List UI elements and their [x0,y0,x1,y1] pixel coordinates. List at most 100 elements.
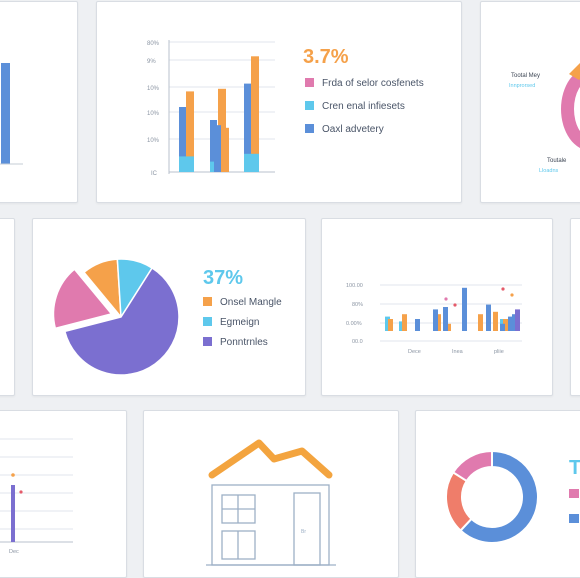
chart-bar [11,485,15,542]
y-tick-label: 00.0 [352,339,363,345]
chart-bar-cyan [385,316,390,331]
donut-segments [445,449,539,544]
chart-panel-pie-middle-left: 37% Onsel Mangle Egmeign Ponntrnles [32,218,306,396]
y-tick-label: 10% [147,138,160,144]
x-tick-label: pliie [494,349,504,355]
legend-swatch [569,514,579,523]
legend-label: Ponntrnles [220,337,268,348]
donut-segment [459,449,539,544]
chart-panel-bar-top-left [0,1,78,203]
chart-bar [1,63,10,164]
chart-panel-bar-middle-center: 100.00 80% 0.00% 00.0 Dece Inea pliie [321,218,553,396]
chart-bar-purple [515,309,520,331]
chart-bar-orange [402,314,407,331]
y-tick-label: 9% [147,59,156,65]
chart-bar-blue [415,319,420,331]
chart-bar-orange [221,127,229,172]
headline-value: 3.7% [303,46,349,68]
chart-bar-blue [179,107,186,172]
legend-label: Egmeign [220,317,260,328]
bar-group [385,287,520,331]
chart-bar-blue [443,307,448,331]
donut-label: Tootal Mey [511,73,540,79]
donut-label: Innprorsed [509,83,535,89]
chart-bar-cyan [399,321,404,331]
x-tick-label: Dec [9,549,19,555]
chart-panel-edge-left [0,218,15,396]
chart-bar-orange [186,91,194,172]
pie-chart-svg [52,258,180,376]
data-point [453,303,457,307]
y-tick-label: 0.00% [346,321,362,327]
chart-panel-donut-bottom-right: T [415,410,580,578]
data-point [510,293,514,297]
y-tick-label: 80% [147,41,160,47]
legend-item: Oaxl advetery [305,124,424,147]
donut-label: Lloadns [539,168,559,174]
headline-value: T [569,457,580,479]
chart-bar-orange [493,311,498,331]
chart-panel-bar-bottom-left: Dec [0,410,127,578]
chart-panel-bar-top-center: 80% 9% 10% 10% 10% IC 3.7% Frda of selor… [96,1,462,203]
bar-chart-svg [0,63,23,165]
chart-bar-blue [433,309,438,331]
trend-line [208,439,333,479]
chart-bar-blue [210,120,217,172]
house-outline [206,484,336,566]
y-tick-label: IC [151,171,158,177]
donut-chart-svg: Tootal Mey Innprorsed Toutale Lloadns [509,63,580,174]
y-tick-label: 10% [147,86,160,92]
legend-swatch [203,337,212,346]
legend: Frda of selor cosfenets Cren enal infies… [305,78,424,147]
bar-chart-svg: 100.00 80% 0.00% 00.0 Dece Inea pliie [346,283,522,355]
chart-bar-orange [436,314,441,331]
legend-swatch [305,101,314,110]
legend-label: Cren enal infiesets [322,101,405,112]
y-grid [0,438,73,530]
chart-bar-cyan [186,156,194,172]
chart-bar-orange [503,319,508,331]
donut-segment [561,69,580,149]
chart-bar-cyan [210,161,217,172]
legend-swatch [569,489,579,498]
chart-bar-blue [512,314,517,331]
chart-bar-orange [478,314,483,331]
data-point [501,287,505,291]
chart-bar-blue [500,323,505,331]
chart-panel-edge-right [570,218,580,396]
legend-swatch [305,78,314,87]
chart-bar-blue [244,83,251,172]
chart-bar-orange [446,323,451,331]
legend-label: Oaxl advetery [322,124,384,135]
pie-slice [52,268,113,330]
donut-label: Toutale [547,158,567,164]
legend-swatch [203,317,212,326]
legend-item: Onsel Mangle [203,297,282,317]
house-chart-svg: Br [206,439,336,566]
legend-item: Frda of selor cosfenets [305,78,424,101]
donut-segment [451,449,493,483]
chart-bar-orange [388,319,393,331]
data-point [444,297,448,301]
grouped-bar-chart-svg: 80% 9% 10% 10% 10% IC [147,40,275,177]
chart-bar-blue [508,316,513,331]
chart-bar-cyan [251,153,259,172]
y-tick-label: 10% [147,111,160,117]
legend-swatch [305,124,314,133]
data-point [11,473,15,477]
legend-item: Ponntrnles [203,337,282,357]
legend-item: Egmeign [203,317,282,337]
legend: Onsel Mangle Egmeign Ponntrnles [203,297,282,357]
data-point [19,490,23,494]
pie-slices [52,258,180,376]
donut-chart-svg [445,449,579,544]
y-tick-label: 100.00 [346,283,363,289]
bar-group [179,56,259,172]
legend-label: Onsel Mangle [220,297,282,308]
house-label: Br [301,529,306,535]
headline-value: 37% [203,267,244,289]
chart-bar-orange [251,56,259,172]
chart-bar-cyan [179,156,186,172]
pie-slice [63,266,180,376]
donut-segment [569,63,580,80]
